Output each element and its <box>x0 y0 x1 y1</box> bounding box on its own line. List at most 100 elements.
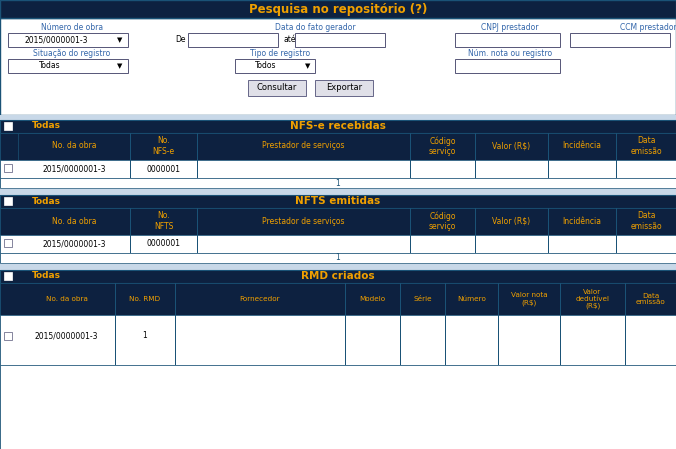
Bar <box>400 315 401 365</box>
Text: Incidência: Incidência <box>562 141 602 150</box>
Bar <box>475 160 476 178</box>
Bar <box>188 33 278 47</box>
Bar <box>0 270 676 283</box>
Bar <box>560 315 561 365</box>
Bar <box>410 133 411 160</box>
Bar <box>0 0 676 18</box>
Bar <box>345 315 346 365</box>
Text: Consultar: Consultar <box>257 84 297 92</box>
Text: 2015/0000001-3: 2015/0000001-3 <box>34 331 98 340</box>
Text: Código
serviço: Código serviço <box>429 136 456 156</box>
Bar <box>616 235 617 253</box>
Text: Todos: Todos <box>255 62 276 70</box>
Bar <box>130 133 131 160</box>
Bar <box>410 208 411 235</box>
Bar <box>115 315 116 365</box>
Bar <box>4 164 12 172</box>
Bar <box>197 235 198 253</box>
Bar <box>248 80 306 96</box>
Bar <box>548 208 549 235</box>
Bar <box>0 178 676 188</box>
Text: 0000001: 0000001 <box>147 239 180 248</box>
Text: 2015/0000001-3: 2015/0000001-3 <box>42 164 105 173</box>
Text: ▼: ▼ <box>118 37 122 43</box>
Text: Data
emissão: Data emissão <box>630 211 662 231</box>
Bar <box>0 115 676 120</box>
Bar <box>315 80 373 96</box>
Text: Valor
dedutível
(R$): Valor dedutível (R$) <box>575 289 610 309</box>
Bar <box>0 18 676 115</box>
Text: Todas: Todas <box>32 122 61 131</box>
Text: Valor (R$): Valor (R$) <box>492 216 531 225</box>
Text: 2015/0000001-3: 2015/0000001-3 <box>24 35 88 44</box>
Text: Núm. nota ou registro: Núm. nota ou registro <box>468 48 552 57</box>
Text: Fornecedor: Fornecedor <box>240 296 281 302</box>
Text: Modelo: Modelo <box>360 296 385 302</box>
Text: CNPJ prestador: CNPJ prestador <box>481 22 539 31</box>
Bar <box>475 208 476 235</box>
Text: Prestador de serviços: Prestador de serviços <box>262 141 345 150</box>
Bar <box>548 133 549 160</box>
Bar <box>445 283 446 315</box>
Bar <box>616 133 617 160</box>
Text: Data
emissão: Data emissão <box>635 292 665 305</box>
Text: Prestador de serviços: Prestador de serviços <box>262 216 345 225</box>
Bar <box>455 59 560 73</box>
Bar <box>130 235 131 253</box>
Bar <box>0 133 676 160</box>
Text: Situação do registro: Situação do registro <box>33 48 111 57</box>
Text: Valor nota
(R$): Valor nota (R$) <box>510 292 548 306</box>
Bar <box>4 122 12 130</box>
Bar <box>498 315 499 365</box>
Text: Data
emissão: Data emissão <box>630 136 662 156</box>
Bar <box>0 253 676 263</box>
Bar <box>4 272 12 280</box>
Bar <box>197 133 198 160</box>
Text: 2015/0000001-3: 2015/0000001-3 <box>42 239 105 248</box>
Bar <box>197 208 198 235</box>
Bar <box>175 315 176 365</box>
Bar <box>445 315 446 365</box>
Bar <box>0 365 676 449</box>
Bar <box>130 208 131 235</box>
Bar <box>548 235 549 253</box>
Bar <box>197 160 198 178</box>
Text: Incidência: Incidência <box>562 216 602 225</box>
Text: CCM prestador: CCM prestador <box>620 22 676 31</box>
Bar <box>8 59 128 73</box>
Text: Todas: Todas <box>32 272 61 281</box>
Text: ▼: ▼ <box>118 63 122 69</box>
Text: Número de obra: Número de obra <box>41 22 103 31</box>
Text: Número: Número <box>457 296 486 302</box>
Text: RMD criados: RMD criados <box>301 271 375 281</box>
Bar <box>4 332 12 340</box>
Bar <box>498 283 499 315</box>
Text: 0000001: 0000001 <box>147 164 180 173</box>
Text: No. da obra: No. da obra <box>52 216 96 225</box>
Bar <box>0 208 676 235</box>
Bar <box>0 235 676 253</box>
Bar <box>616 208 617 235</box>
Bar <box>0 188 676 195</box>
Bar <box>4 197 12 205</box>
Text: Todas: Todas <box>39 62 61 70</box>
Bar <box>235 59 315 73</box>
Bar <box>0 160 676 178</box>
Bar <box>0 133 18 160</box>
Text: Valor (R$): Valor (R$) <box>492 141 531 150</box>
Text: Pesquisa no repositório (?): Pesquisa no repositório (?) <box>249 3 427 16</box>
Text: ▼: ▼ <box>306 63 311 69</box>
Text: No.
NFTS: No. NFTS <box>154 211 173 231</box>
Text: 1: 1 <box>335 254 341 263</box>
Bar <box>4 239 12 247</box>
Bar <box>625 283 626 315</box>
Text: 1: 1 <box>143 331 147 340</box>
Bar <box>625 315 626 365</box>
Bar <box>570 33 670 47</box>
Bar <box>400 283 401 315</box>
Bar <box>616 160 617 178</box>
Bar <box>548 160 549 178</box>
Text: Exportar: Exportar <box>326 84 362 92</box>
Bar <box>175 283 176 315</box>
Bar <box>410 160 411 178</box>
